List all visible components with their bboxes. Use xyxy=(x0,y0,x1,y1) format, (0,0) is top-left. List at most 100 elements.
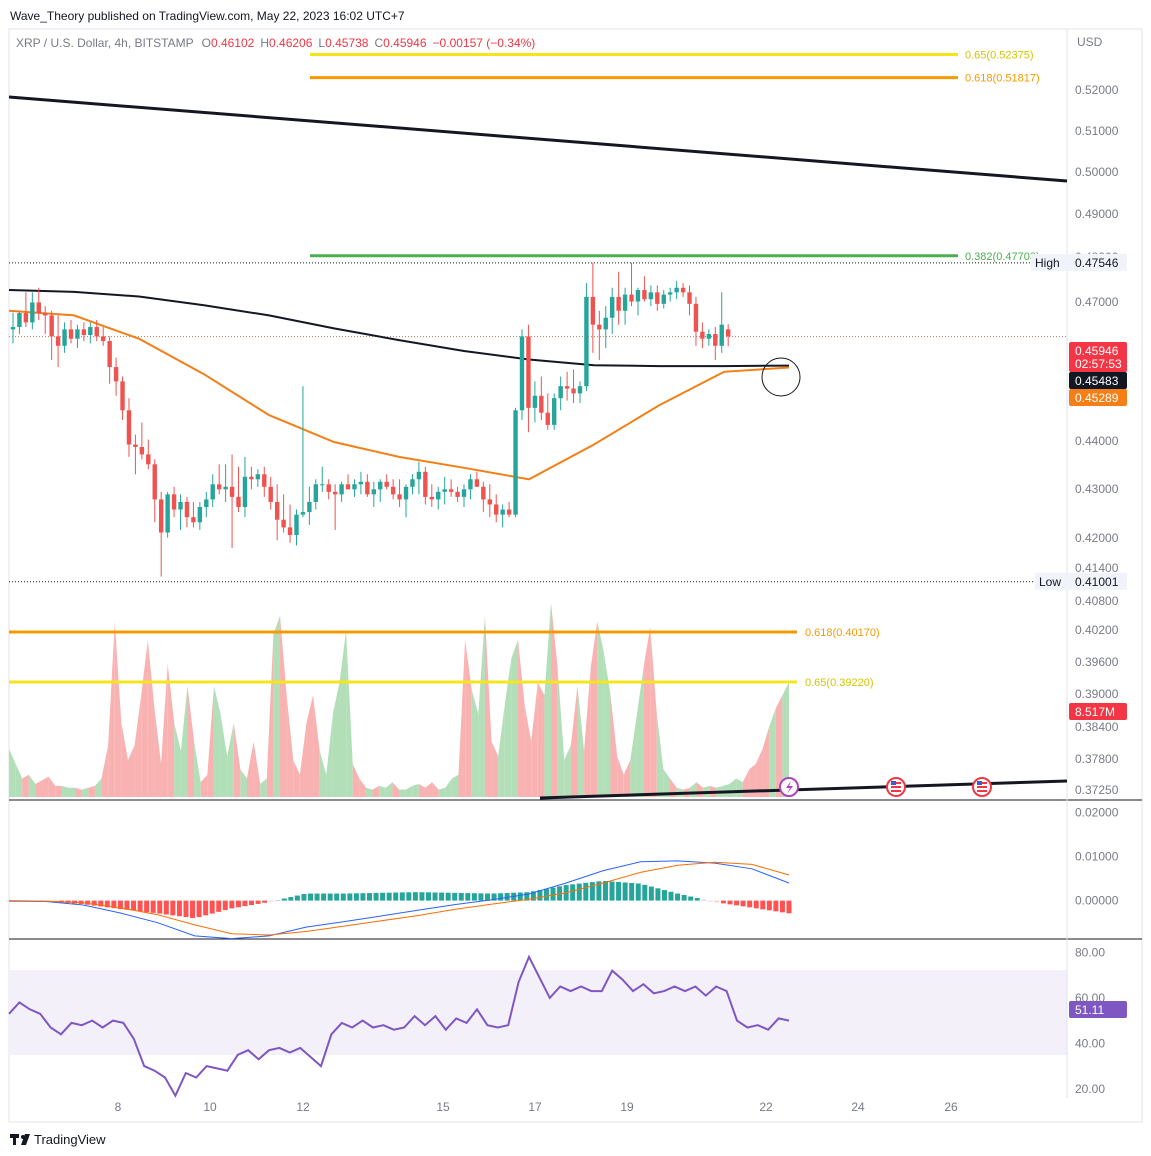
candle xyxy=(642,276,647,302)
volume-segment xyxy=(299,723,307,797)
rsi-tick: 40.00 xyxy=(1075,1036,1105,1050)
candle-body xyxy=(75,329,80,339)
price-candles[interactable] xyxy=(10,262,731,577)
macd-histogram-bar xyxy=(675,893,681,901)
candle xyxy=(36,287,41,321)
descending-trendline xyxy=(8,95,1068,183)
ema-200-label-bg xyxy=(1069,372,1127,389)
macd-histogram-bar xyxy=(229,900,235,909)
event-markers[interactable] xyxy=(779,777,992,797)
volume-segment xyxy=(35,780,43,797)
volume-segment xyxy=(564,745,571,797)
ema-50-label[interactable]: 0.45289 xyxy=(1069,389,1127,406)
volume-segment xyxy=(339,630,347,797)
candle xyxy=(313,479,319,510)
volume-segment xyxy=(769,708,776,797)
candle-body xyxy=(313,484,319,502)
volume-segment xyxy=(504,658,512,797)
candle-body xyxy=(494,504,499,515)
candle xyxy=(210,474,215,507)
macd-histogram-bar xyxy=(642,884,648,901)
candle xyxy=(242,456,248,518)
flag-canton xyxy=(977,781,982,785)
ema-50-label-text: 0.45289 xyxy=(1075,391,1119,405)
macd-histogram-bar xyxy=(484,893,490,901)
volume-segment xyxy=(590,621,598,797)
ohlc-key: O xyxy=(202,36,211,50)
tradingview-brand: TradingView xyxy=(34,1132,106,1147)
candle-body xyxy=(171,494,177,510)
low-label: Low xyxy=(1039,575,1061,589)
volume-segment xyxy=(154,708,162,797)
candle-body xyxy=(487,499,492,505)
volume-segment xyxy=(260,778,267,797)
candle xyxy=(429,484,434,507)
price-tick: 0.38400 xyxy=(1075,720,1119,734)
candle-body xyxy=(281,519,286,528)
high-label-bg xyxy=(1031,253,1127,271)
volume-segment xyxy=(498,704,505,797)
candle-body xyxy=(378,481,383,490)
candle-body xyxy=(700,331,705,339)
volume-segment xyxy=(194,741,201,797)
price-axis[interactable]: 0.520000.510000.500000.490000.480000.470… xyxy=(1031,83,1127,1096)
time-axis[interactable]: 8 10 12 15 17 19 22 24 26 xyxy=(115,1100,958,1114)
ema-200-label[interactable]: 0.45483 xyxy=(1069,372,1127,389)
currency-label: USD xyxy=(1077,35,1103,49)
candle xyxy=(487,484,492,518)
macd-histogram-bar xyxy=(334,893,340,901)
candle-body xyxy=(642,290,647,300)
candle xyxy=(94,320,99,342)
candle-body xyxy=(255,474,261,480)
candle xyxy=(30,292,35,330)
macd-histogram-bar xyxy=(393,892,399,901)
rsi-tick: 80.00 xyxy=(1075,945,1105,959)
volume-segment xyxy=(167,663,175,797)
flag-stripe xyxy=(977,790,987,792)
price-tick: 0.37250 xyxy=(1075,783,1119,797)
candle xyxy=(204,491,209,518)
macd-histogram-bar xyxy=(190,900,196,918)
candle xyxy=(410,474,415,495)
macd-histogram-bar xyxy=(779,900,785,913)
tradingview-logo-icon-slash xyxy=(21,1134,30,1145)
volume-segment xyxy=(180,686,188,797)
candle xyxy=(184,496,190,528)
candle-body xyxy=(629,294,634,302)
candle xyxy=(326,479,331,500)
macd-histogram-bar xyxy=(203,900,209,916)
macd-histogram-bar xyxy=(740,900,746,907)
candle-body xyxy=(416,471,422,480)
rsi-label[interactable]: 51.11 xyxy=(1069,1001,1127,1018)
candle xyxy=(687,285,692,316)
volume-segment xyxy=(161,663,168,797)
candle xyxy=(165,491,170,538)
candle xyxy=(358,471,364,495)
tradingview-logo-icon-stem xyxy=(13,1138,16,1145)
macd-histogram-bar xyxy=(131,900,137,911)
candle-body xyxy=(597,324,602,330)
volume-segment xyxy=(617,756,624,797)
macd-histogram-bar xyxy=(570,884,576,901)
volume-segment xyxy=(650,626,657,797)
candle xyxy=(500,504,505,528)
chart-border xyxy=(8,28,1143,1123)
candle xyxy=(17,310,22,335)
volume-segment xyxy=(141,639,148,797)
candle-body xyxy=(474,479,480,487)
volume-segment xyxy=(412,784,419,797)
candle-body xyxy=(725,329,731,337)
rsi-tick: 20.00 xyxy=(1075,1082,1105,1096)
macd-histogram-bar xyxy=(714,900,720,903)
volume-segment xyxy=(253,741,261,797)
macd-histogram-bar xyxy=(347,893,353,901)
price-tick: 0.47000 xyxy=(1075,295,1119,309)
volume-segment xyxy=(385,782,393,797)
candle-body xyxy=(146,454,151,465)
volume-label[interactable]: 8.517M xyxy=(1069,703,1127,720)
candle-body xyxy=(577,386,583,394)
candle-body xyxy=(571,388,576,394)
volume-segment xyxy=(9,748,16,797)
volume-segment xyxy=(207,686,214,797)
